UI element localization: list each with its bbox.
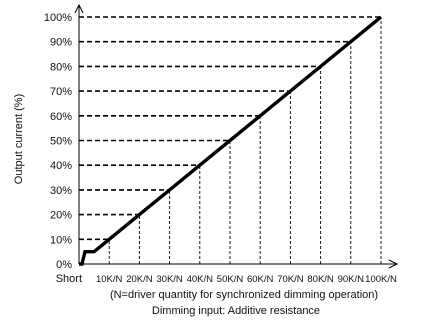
dashed-reference-lines <box>79 16 382 264</box>
y-tick-label: 10% <box>50 234 72 246</box>
caption-line-2: Dimming input: Additive resistance <box>152 305 320 317</box>
x-tick-label: 80K/N <box>307 274 334 285</box>
y-tick-label: 50% <box>50 136 72 148</box>
x-tick-label: 70K/N <box>277 274 304 285</box>
x-tick-label: 50K/N <box>217 274 244 285</box>
x-tick-label: Short <box>56 273 82 285</box>
y-tick-labels: 0% 10% 20% 30% 40% 50% 60% 70% 80% 90% 100% <box>44 12 72 271</box>
y-tick-label: 20% <box>50 210 72 222</box>
x-tick-label: 90K/N <box>338 274 365 285</box>
x-tick-label: 10K/N <box>96 274 123 285</box>
y-tick-label: 60% <box>50 111 72 123</box>
axes <box>74 3 399 269</box>
x-tick-label: 60K/N <box>247 274 274 285</box>
y-axis-arrow <box>74 3 84 14</box>
x-tick-label: 40K/N <box>187 274 214 285</box>
y-tick-label: 70% <box>50 86 72 98</box>
x-tick-label: 20K/N <box>126 274 153 285</box>
x-tick-label: 100K/N <box>365 274 397 285</box>
x-tick-label: 30K/N <box>156 274 183 285</box>
x-tick-labels: Short 10K/N 20K/N 30K/N 40K/N 50K/N 60K/N 70K/N… <box>56 273 397 285</box>
y-tick-label: 90% <box>50 37 72 49</box>
y-tick-label: 80% <box>50 61 72 73</box>
caption-line-1: (N=driver quantity for synchronized dimm… <box>110 289 378 301</box>
x-axis-arrow <box>388 259 399 269</box>
y-axis-label: Output current (%) <box>13 94 25 184</box>
y-tick-label: 100% <box>44 12 72 24</box>
series-group <box>79 15 383 266</box>
series-line <box>79 15 383 266</box>
y-tick-label: 40% <box>50 160 72 172</box>
y-tick-label: 0% <box>56 259 72 271</box>
y-tick-label: 30% <box>50 185 72 197</box>
